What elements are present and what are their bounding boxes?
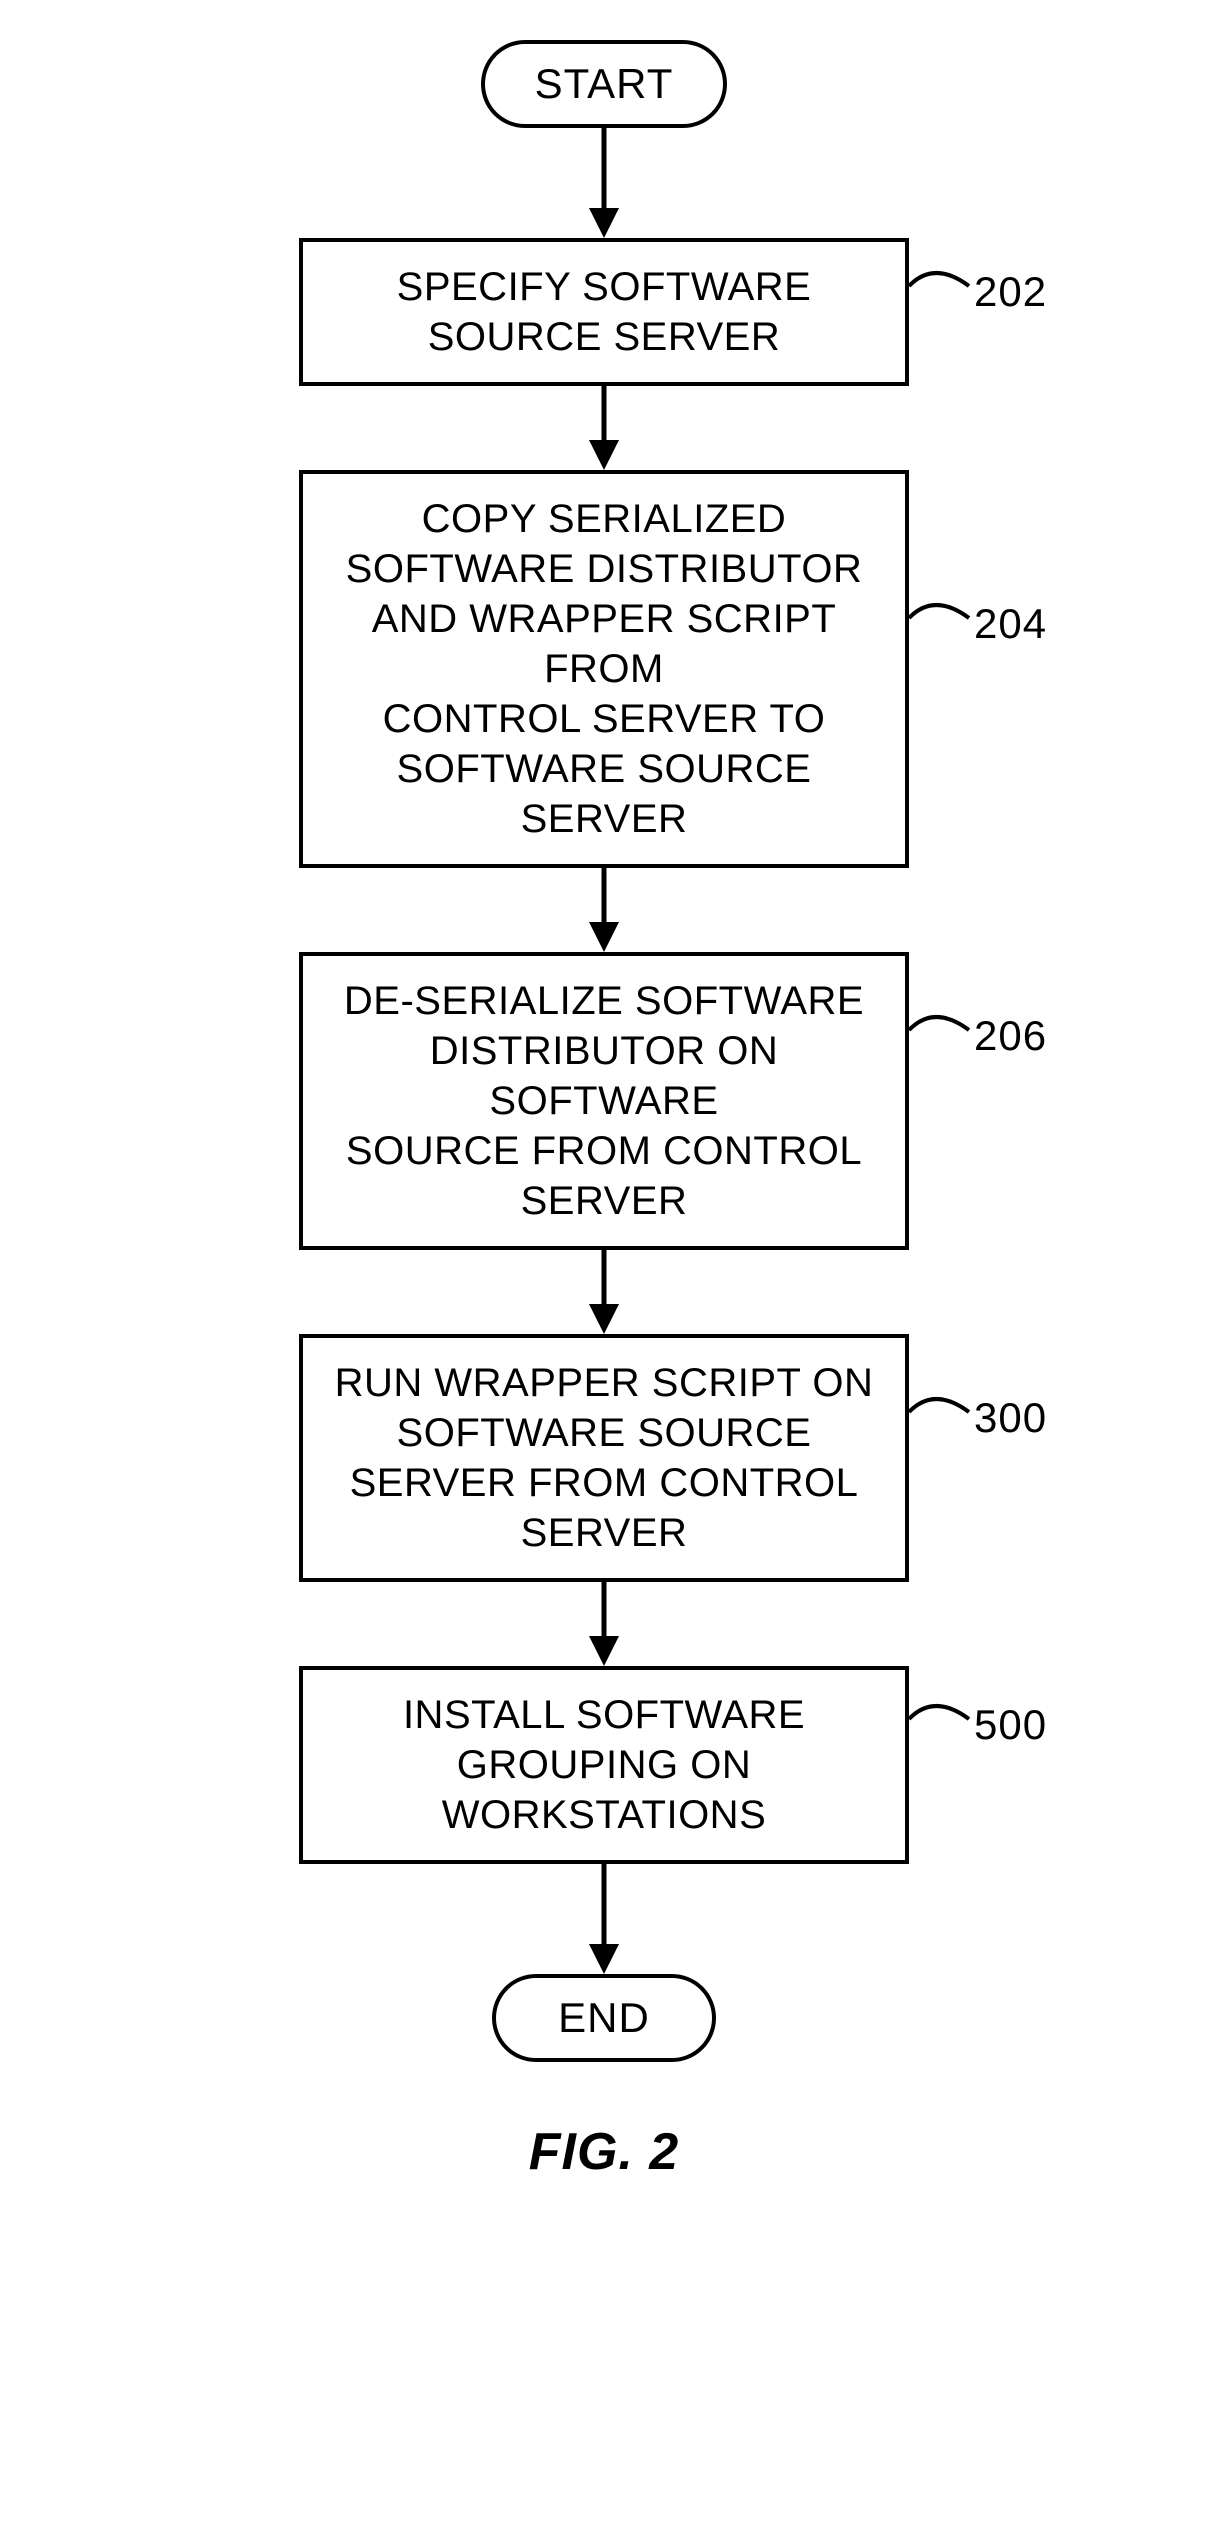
ref-curve — [909, 598, 979, 638]
process-text: SERVER FROM CONTROL — [350, 1461, 859, 1505]
process-wrapper: RUN WRAPPER SCRIPT ON SOFTWARE SOURCE SE… — [154, 1334, 1054, 1582]
process-text: SOFTWARE SOURCE — [397, 747, 812, 791]
process-box-3: DE-SERIALIZE SOFTWARE DISTRIBUTOR ON SOF… — [299, 952, 909, 1250]
connector-arrow — [549, 128, 659, 238]
process-text: AND WRAPPER SCRIPT FROM — [372, 597, 837, 691]
ref-label-5: 500 — [974, 1701, 1047, 1749]
process-text: SERVER — [521, 797, 688, 841]
process-text: COPY SERIALIZED — [422, 497, 787, 541]
end-terminal: END — [492, 1974, 716, 2062]
connector-arrow — [549, 1864, 659, 1974]
end-label: END — [558, 1994, 650, 2041]
flowchart-container: START SPECIFY SOFTWARE SOURCE SERVER 202… — [154, 40, 1054, 2182]
process-text: WORKSTATIONS — [442, 1793, 767, 1837]
process-text: SERVER — [521, 1511, 688, 1555]
start-label: START — [535, 60, 674, 107]
process-wrapper: COPY SERIALIZED SOFTWARE DISTRIBUTOR AND… — [154, 470, 1054, 868]
ref-label-4: 300 — [974, 1394, 1047, 1442]
process-text: SOFTWARE SOURCE — [397, 1411, 812, 1455]
ref-curve — [909, 1010, 979, 1050]
process-box-2: COPY SERIALIZED SOFTWARE DISTRIBUTOR AND… — [299, 470, 909, 868]
ref-label-1: 202 — [974, 268, 1047, 316]
process-text: CONTROL SERVER TO — [383, 697, 826, 741]
connector-arrow — [549, 1582, 659, 1666]
process-box-4: RUN WRAPPER SCRIPT ON SOFTWARE SOURCE SE… — [299, 1334, 909, 1582]
process-wrapper: SPECIFY SOFTWARE SOURCE SERVER 202 — [154, 238, 1054, 386]
figure-label: FIG. 2 — [529, 2122, 679, 2182]
connector-arrow — [549, 386, 659, 470]
process-text: SPECIFY SOFTWARE — [397, 265, 812, 309]
process-text: SOFTWARE DISTRIBUTOR — [346, 547, 863, 591]
process-text: DISTRIBUTOR ON SOFTWARE — [430, 1029, 779, 1123]
process-wrapper: INSTALL SOFTWARE GROUPING ON WORKSTATION… — [154, 1666, 1054, 1864]
process-box-1: SPECIFY SOFTWARE SOURCE SERVER — [299, 238, 909, 386]
process-text: GROUPING ON — [457, 1743, 751, 1787]
process-text: INSTALL SOFTWARE — [403, 1693, 805, 1737]
start-terminal: START — [481, 40, 728, 128]
ref-curve — [909, 1392, 979, 1432]
process-wrapper: DE-SERIALIZE SOFTWARE DISTRIBUTOR ON SOF… — [154, 952, 1054, 1250]
connector-arrow — [549, 1250, 659, 1334]
process-text: RUN WRAPPER SCRIPT ON — [335, 1361, 874, 1405]
connector-arrow — [549, 868, 659, 952]
ref-curve — [909, 1699, 979, 1739]
process-box-5: INSTALL SOFTWARE GROUPING ON WORKSTATION… — [299, 1666, 909, 1864]
ref-curve — [909, 266, 979, 306]
process-text: DE-SERIALIZE SOFTWARE — [344, 979, 864, 1023]
ref-label-2: 204 — [974, 600, 1047, 648]
process-text: SOURCE SERVER — [428, 315, 781, 359]
ref-label-3: 206 — [974, 1012, 1047, 1060]
process-text: SOURCE FROM CONTROL — [346, 1129, 862, 1173]
process-text: SERVER — [521, 1179, 688, 1223]
